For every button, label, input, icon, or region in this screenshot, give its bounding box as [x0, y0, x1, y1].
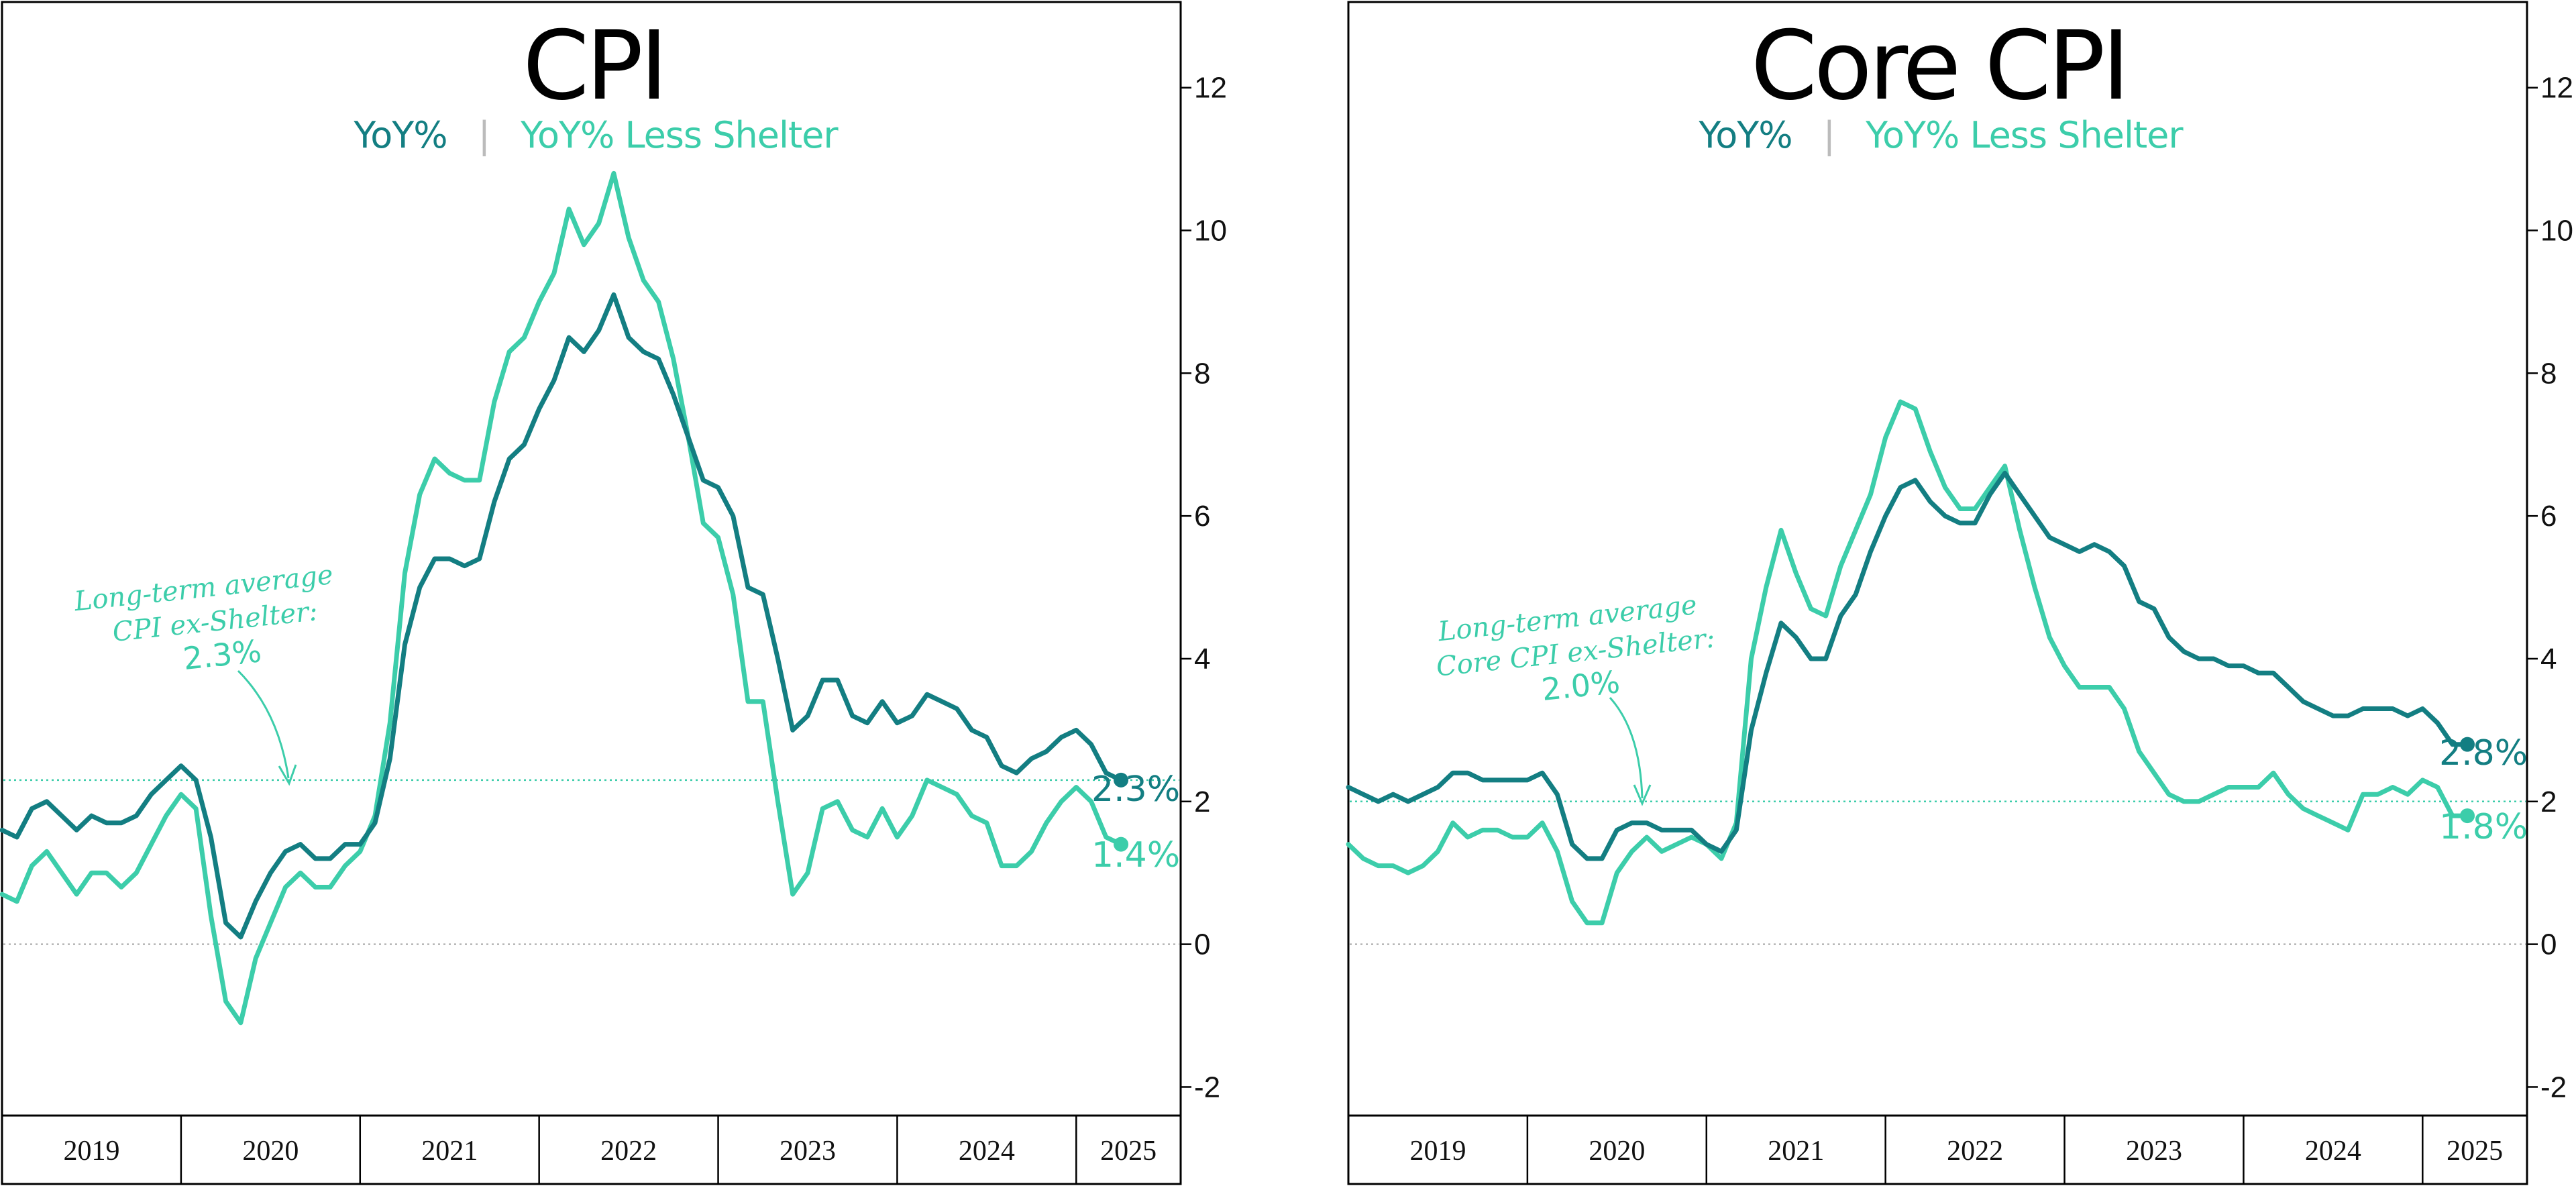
- end-marker-less-shelter: [2460, 808, 2475, 824]
- y-tick-label: 0: [1194, 928, 1210, 961]
- end-label-less-shelter: 1.8%: [2439, 807, 2528, 847]
- series-line-yoy: [1346, 470, 2470, 861]
- annotation-arrowhead: [1633, 784, 1652, 806]
- end-marker-yoy: [2460, 737, 2475, 752]
- y-tick-label: 6: [1194, 500, 1210, 533]
- series-line-less-shelter: [1346, 399, 2470, 926]
- y-tick-label: 2: [2540, 786, 2557, 818]
- x-axis: 2019 2020 2021 2022 2023 2024 2025: [1409, 1116, 2503, 1184]
- plot-frame: [1347, 1, 2528, 1117]
- end-marker-yoy: [1114, 772, 1129, 788]
- x-tick-label: 2024: [2305, 1136, 2361, 1167]
- end-label-less-shelter: 1.4%: [1091, 835, 1180, 875]
- chart-title: CPI: [523, 11, 665, 121]
- cpi-chart: CPI YoY% | YoY% Less Shelter -2 0 2 4 6 8 10 12…: [0, 1, 1227, 1185]
- series-line-yoy: [0, 292, 1124, 940]
- legend-separator: |: [478, 114, 490, 156]
- x-tick-label: 2022: [600, 1136, 657, 1167]
- series-lines: [0, 170, 1129, 1026]
- legend-yoy: YoY%: [1698, 114, 1792, 156]
- x-tick-label: 2025: [1100, 1136, 1157, 1167]
- x-axis: 2019 2020 2021 2022 2023 2024 2025: [63, 1116, 1157, 1184]
- y-tick-label: 6: [2540, 500, 2557, 533]
- annotation-value: 2.3%: [181, 633, 263, 677]
- y-tick-label: -2: [2540, 1071, 2567, 1103]
- chart-subtitle: YoY% | YoY% Less Shelter: [353, 114, 839, 156]
- y-tick-label: 0: [2540, 928, 2557, 961]
- x-tick-label: 2025: [2447, 1136, 2503, 1167]
- y-tick-label: 8: [1194, 357, 1210, 390]
- end-label-yoy: 2.3%: [1091, 769, 1180, 810]
- annotation-arrow: [237, 669, 290, 779]
- y-tick-label: 8: [2540, 357, 2557, 390]
- annotation-arrowhead: [278, 764, 297, 786]
- x-tick-label: 2021: [421, 1136, 478, 1167]
- x-tick-label: 2019: [1409, 1136, 1466, 1167]
- chart-subtitle: YoY% | YoY% Less Shelter: [1698, 114, 2184, 156]
- x-axis-band: [1, 1114, 1182, 1185]
- annotation-value: 2.0%: [1540, 663, 1621, 708]
- core-cpi-chart: Core CPI YoY% | YoY% Less Shelter -2 0 2 4 6…: [1346, 1, 2573, 1185]
- x-tick-label: 2020: [1589, 1136, 1645, 1167]
- reference-lines: [3, 779, 1179, 945]
- y-tick-label: -2: [1194, 1071, 1220, 1103]
- annotation-arrow: [1609, 696, 1644, 799]
- y-tick-label: 10: [2540, 215, 2573, 248]
- x-tick-label: 2019: [63, 1136, 119, 1167]
- x-tick-label: 2020: [242, 1136, 299, 1167]
- x-tick-label: 2023: [780, 1136, 836, 1167]
- legend-separator: |: [1823, 114, 1835, 156]
- y-tick-label: 4: [2540, 643, 2557, 676]
- legend-less-shelter: YoY% Less Shelter: [1865, 114, 2184, 156]
- end-marker-less-shelter: [1114, 837, 1129, 852]
- x-tick-label: 2023: [2126, 1136, 2182, 1167]
- chart-title: Core CPI: [1751, 11, 2127, 121]
- y-tick-label: 2: [1194, 786, 1210, 818]
- y-axis: -2 0 2 4 6 8 10 12: [1181, 72, 1227, 1103]
- y-tick-label: 12: [1194, 72, 1227, 105]
- y-axis: -2 0 2 4 6 8 10 12: [2527, 72, 2573, 1103]
- annotation: Long-term average Core CPI ex-Shelter: 2…: [1435, 590, 1717, 806]
- x-tick-label: 2021: [1768, 1136, 1824, 1167]
- legend-yoy: YoY%: [353, 114, 447, 156]
- end-label-yoy: 2.8%: [2439, 733, 2528, 773]
- series-lines: [1346, 399, 2475, 926]
- y-tick-label: 4: [1194, 643, 1210, 676]
- plot-frame: [1, 1, 1182, 1117]
- legend-less-shelter: YoY% Less Shelter: [520, 114, 839, 156]
- y-tick-label: 10: [1194, 215, 1227, 248]
- annotation: Long-term average CPI ex-Shelter: 2.3%: [72, 559, 335, 786]
- x-tick-label: 2022: [1947, 1136, 2003, 1167]
- x-axis-band: [1347, 1114, 2528, 1185]
- x-tick-label: 2024: [959, 1136, 1015, 1167]
- y-tick-label: 12: [2540, 72, 2573, 105]
- series-line-less-shelter: [0, 170, 1124, 1026]
